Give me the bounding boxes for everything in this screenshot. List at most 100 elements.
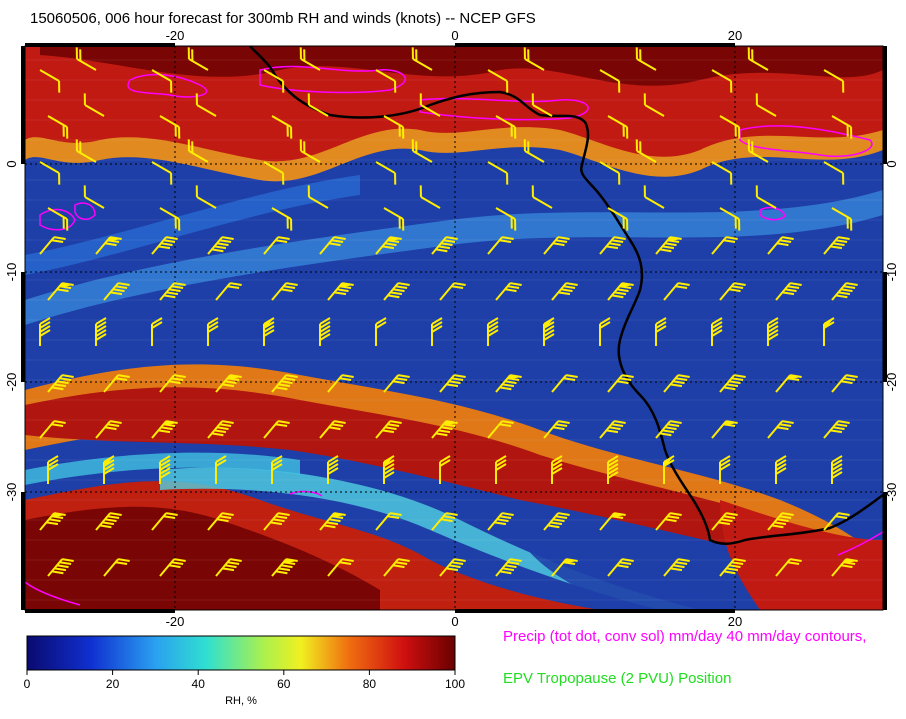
wind-barb — [719, 455, 731, 484]
wind-barb — [495, 558, 522, 577]
map-title: 15060506, 006 hour forecast for 300mb RH… — [30, 10, 536, 27]
wind-barb — [439, 558, 466, 577]
lon-label-bottom-w20: -20 — [166, 614, 185, 629]
wind-barb — [271, 374, 298, 393]
wind-barb — [711, 317, 723, 346]
wind-barb — [159, 115, 181, 139]
wind-barb — [47, 115, 69, 139]
wind-barb — [635, 139, 657, 163]
wind-barb — [551, 374, 578, 393]
wind-barb — [263, 69, 285, 93]
wind-barb — [299, 139, 321, 163]
wind-barb — [747, 47, 769, 71]
wind-barb — [103, 558, 130, 577]
wind-barb — [75, 47, 97, 71]
wind-barb — [39, 317, 51, 346]
lat-label-right-s20: -20 — [884, 373, 899, 392]
wind-barb — [495, 207, 517, 231]
wind-barb — [327, 455, 339, 484]
wind-barb — [543, 317, 555, 346]
wind-barb — [487, 317, 499, 346]
wind-barb — [775, 282, 802, 301]
wind-barb — [95, 420, 122, 439]
wind-barb — [187, 139, 209, 163]
precip-legend: Precip (tot dot, conv sol) mm/day 40 mm/… — [503, 628, 867, 645]
wind-barb — [643, 185, 665, 209]
wind-barb — [711, 420, 738, 439]
colorbar-tick-40: 40 — [192, 677, 206, 691]
wind-barb — [607, 455, 619, 484]
wind-barb — [271, 282, 298, 301]
wind-barb — [39, 420, 66, 439]
wind-barb — [487, 512, 514, 531]
lat-label-right-s30: -30 — [884, 483, 899, 502]
map-area: -20 0 20 -20 0 20 0 -10 -20 -30 0 -10 -2… — [4, 28, 899, 629]
wind-barb — [823, 161, 845, 185]
lat-label-left-s30: -30 — [4, 483, 19, 502]
wind-barb — [383, 282, 410, 301]
wind-barb — [383, 558, 410, 577]
wind-barb — [831, 282, 858, 301]
lon-label-top-w20: -20 — [166, 28, 185, 43]
wind-barb — [711, 236, 738, 255]
wind-barb — [711, 69, 733, 93]
wind-barb — [655, 420, 682, 439]
lon-label-bottom-0: 0 — [451, 614, 458, 629]
lat-label-left-0: 0 — [4, 160, 19, 167]
wind-barb — [431, 420, 458, 439]
wind-barb — [663, 282, 690, 301]
lat-label-right-0: 0 — [884, 160, 899, 167]
wind-barb — [39, 512, 66, 531]
colorbar-tick-80: 80 — [363, 677, 377, 691]
wind-barb — [439, 455, 451, 484]
rh-map: -20 0 20 -20 0 20 0 -10 -20 -30 0 -10 -2… — [4, 28, 899, 629]
wind-barb — [607, 207, 629, 231]
wind-barb — [487, 236, 514, 255]
wind-barb — [663, 455, 675, 484]
wind-barb — [319, 236, 346, 255]
wind-barb — [831, 115, 853, 139]
wind-barb — [775, 374, 802, 393]
wind-barb — [215, 374, 242, 393]
wind-barb — [643, 93, 665, 117]
wind-barb — [47, 207, 69, 231]
wind-barb — [599, 512, 626, 531]
colorbar-tick-20: 20 — [106, 677, 120, 691]
wind-barb — [327, 374, 354, 393]
colorbar-gradient — [26, 635, 456, 671]
wind-barb — [831, 558, 858, 577]
wind-barb — [383, 455, 395, 484]
wind-barb — [299, 47, 321, 71]
wind-barb — [319, 512, 346, 531]
wind-barb — [151, 69, 173, 93]
wind-barb — [663, 558, 690, 577]
wind-barb — [195, 185, 217, 209]
wind-barb — [487, 161, 509, 185]
wind-barb — [151, 420, 178, 439]
wind-barb — [39, 236, 66, 255]
lat-label-left-s20: -20 — [4, 373, 19, 392]
wind-barb — [523, 47, 545, 71]
wind-barb — [543, 512, 570, 531]
wind-barb — [47, 455, 59, 484]
wind-barb — [599, 420, 626, 439]
wind-barb — [719, 207, 741, 231]
wind-barb — [327, 558, 354, 577]
wind-barb — [531, 93, 553, 117]
wind-barb — [655, 317, 667, 346]
wind-barb — [431, 512, 458, 531]
wind-barb — [543, 420, 570, 439]
wind-barb — [607, 282, 634, 301]
wind-barb — [831, 374, 858, 393]
colorbar-tick-60: 60 — [277, 677, 291, 691]
wind-barb — [383, 207, 405, 231]
graticule — [25, 46, 883, 610]
wind-barb — [487, 420, 514, 439]
wind-barb — [375, 69, 397, 93]
colorbar-tick-0: 0 — [24, 677, 31, 691]
wind-barb — [719, 282, 746, 301]
wind-barb — [775, 455, 787, 484]
wind-barb — [263, 512, 290, 531]
wind-barb — [103, 374, 130, 393]
wind-barb — [599, 69, 621, 93]
